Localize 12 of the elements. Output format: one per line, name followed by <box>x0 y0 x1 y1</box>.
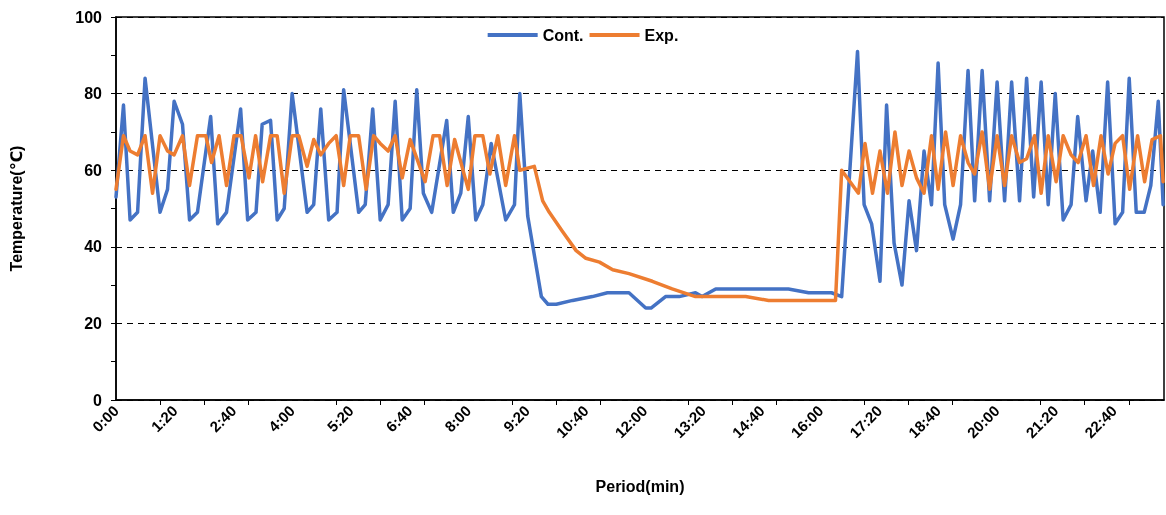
legend-label: Cont. <box>542 26 584 44</box>
y-tick-label: 60 <box>84 161 103 179</box>
y-tick-label: 20 <box>84 314 103 332</box>
y-axis-title: Temperature(℃) <box>7 145 25 272</box>
x-axis-title: Period(min) <box>595 477 685 495</box>
y-tick-label: 40 <box>84 238 103 256</box>
y-tick-label: 0 <box>93 391 103 409</box>
y-tick-label: 80 <box>84 85 103 103</box>
line-series <box>114 130 1165 303</box>
legend-label: Exp. <box>644 26 679 44</box>
y-tick-label: 100 <box>75 8 103 26</box>
x-tick-label: 4:00 <box>264 401 299 436</box>
